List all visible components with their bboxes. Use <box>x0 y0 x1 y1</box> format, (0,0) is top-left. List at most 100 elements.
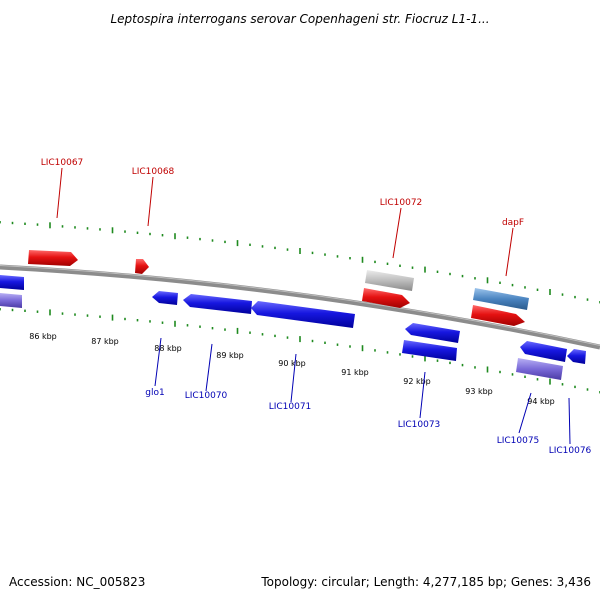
reverse-track-tick <box>24 309 26 312</box>
forward-genes <box>28 250 529 326</box>
forward-track-tick <box>211 239 214 242</box>
tick-label-94kbp: 94 kbp <box>527 397 555 406</box>
forward-track-tick <box>249 243 251 246</box>
label-lic10068[interactable]: LIC10068 <box>132 167 175 177</box>
forward-track-tick <box>161 234 164 237</box>
reverse-track-tick <box>249 331 251 334</box>
forward-track-tick <box>124 230 126 233</box>
gene-lic10073-b[interactable] <box>402 340 457 361</box>
leader-glo1 <box>154 337 162 387</box>
forward-track-tick <box>386 262 389 265</box>
reverse-track-tick <box>411 355 414 358</box>
gene-lic10070[interactable] <box>183 294 252 314</box>
reverse-track-tick <box>524 375 526 378</box>
gene-lic10076[interactable] <box>567 349 586 364</box>
reverse-track-tick <box>36 310 39 313</box>
reverse-track-tick <box>336 343 339 346</box>
reverse-track-tick <box>236 327 239 334</box>
forward-track-tick <box>499 281 501 284</box>
label-lic10072[interactable]: LIC10072 <box>380 198 423 208</box>
forward-track-tick <box>111 227 114 234</box>
gene-lic10067[interactable] <box>28 250 78 266</box>
reverse-track-tick <box>111 314 114 321</box>
gene-lic10075[interactable] <box>520 341 567 362</box>
label-lic10073[interactable]: LIC10073 <box>398 420 441 430</box>
forward-track-tick <box>574 295 576 299</box>
gene-lic10068[interactable] <box>135 259 149 274</box>
forward-track-tick <box>486 277 489 284</box>
gene-left-edge-purple[interactable] <box>0 293 22 308</box>
forward-track-tick <box>399 264 401 267</box>
reverse-track-tick <box>449 361 451 365</box>
reverse-track-tick <box>349 345 351 348</box>
gene-dapf-steel[interactable] <box>473 288 529 310</box>
reverse-track-tick <box>61 312 64 315</box>
forward-track-tick <box>261 245 264 248</box>
forward-track-tick <box>511 283 514 287</box>
gene-dapf[interactable] <box>471 305 525 326</box>
forward-track-tick <box>149 232 151 236</box>
tick-label-93kbp: 93 kbp <box>465 387 493 396</box>
gene-lic10072[interactable] <box>362 288 410 308</box>
reverse-track-tick <box>149 320 151 323</box>
forward-track-tick <box>311 251 314 255</box>
label-dapf[interactable]: dapF <box>502 218 524 228</box>
reverse-track-tick <box>86 314 89 317</box>
reverse-track-tick <box>274 334 276 338</box>
forward-track-tick <box>199 237 201 241</box>
forward-track-tick <box>274 246 276 250</box>
reverse-track-tick <box>586 388 589 391</box>
leader-lic10072 <box>392 207 402 259</box>
forward-track-tick <box>49 222 51 229</box>
reverse-track-tick <box>436 359 439 362</box>
forward-track-tick <box>536 288 539 291</box>
label-lic10070[interactable]: LIC10070 <box>185 391 228 401</box>
reverse-track-tick <box>511 373 514 376</box>
reverse-track-tick <box>574 385 576 389</box>
forward-track-tick <box>336 255 339 258</box>
gene-lic10072-grey[interactable] <box>365 270 414 291</box>
leader-lic10071 <box>290 353 297 403</box>
gene-left-edge-blue[interactable] <box>0 275 24 290</box>
leader-lic10076 <box>568 397 571 445</box>
reverse-track-tick <box>11 308 14 312</box>
forward-track-tick <box>424 266 426 273</box>
reverse-genes <box>0 275 586 380</box>
reverse-track-tick <box>486 366 489 373</box>
reverse-track-tick <box>299 336 301 343</box>
label-lic10076[interactable]: LIC10076 <box>549 446 592 456</box>
leader-lic10070 <box>205 343 213 392</box>
gene-lic10075-purple[interactable] <box>516 358 563 380</box>
forward-track-tick <box>436 270 439 273</box>
leader-lic10073 <box>419 371 426 419</box>
leader-lic10068 <box>147 176 154 227</box>
forward-track-tick <box>61 225 64 228</box>
gene-lic10073[interactable] <box>405 323 460 343</box>
reverse-track-tick <box>499 370 501 374</box>
label-lic10071[interactable]: LIC10071 <box>269 402 312 412</box>
forward-track-tick <box>374 260 376 264</box>
forward-track-tick <box>549 289 551 295</box>
tick-label-90kbp: 90 kbp <box>278 359 306 368</box>
gene-lic10071[interactable] <box>251 301 355 328</box>
reverse-track-tick <box>549 378 551 385</box>
tick-label-87kbp: 87 kbp <box>91 337 119 346</box>
forward-track-tick <box>286 248 289 251</box>
reverse-track-tick <box>461 363 464 367</box>
reverse-track-tick <box>374 349 376 352</box>
reverse-track-tick <box>74 313 76 316</box>
forward-track-tick <box>236 240 239 247</box>
reverse-track-tick <box>399 353 401 356</box>
label-lic10075[interactable]: LIC10075 <box>497 436 540 446</box>
reverse-track-tick <box>474 366 476 369</box>
forward-track-tick <box>0 221 1 224</box>
label-lic10067[interactable]: LIC10067 <box>41 158 84 168</box>
reverse-track-tick <box>424 355 426 362</box>
gene-glo1[interactable] <box>152 291 178 305</box>
label-glo1[interactable]: glo1 <box>145 388 164 398</box>
leader-lic10067 <box>56 167 63 219</box>
forward-track-tick <box>324 253 326 256</box>
forward-track-tick <box>561 293 564 296</box>
reverse-track-tick <box>199 325 201 328</box>
